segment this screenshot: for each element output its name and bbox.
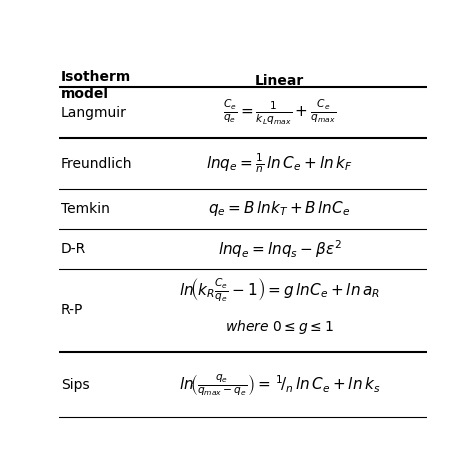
Text: Isotherm: Isotherm — [61, 70, 131, 84]
Text: $\mathit{where}\ 0 \leq g \leq 1$: $\mathit{where}\ 0 \leq g \leq 1$ — [225, 318, 334, 336]
Text: Freundlich: Freundlich — [61, 156, 133, 171]
Text: Sips: Sips — [61, 378, 90, 392]
Text: $\mathit{q_e = B\,lnk_T + B\,lnC_e}$: $\mathit{q_e = B\,lnk_T + B\,lnC_e}$ — [209, 199, 351, 219]
Text: Langmuir: Langmuir — [61, 106, 127, 120]
Text: Temkin: Temkin — [61, 202, 110, 216]
Text: $\mathit{ln}q_e = \mathit{ln}q_s - \beta\varepsilon^2$: $\mathit{ln}q_e = \mathit{ln}q_s - \beta… — [218, 238, 342, 260]
Text: Linear: Linear — [255, 74, 304, 88]
Text: $\mathit{ln}\!\left(\frac{q_e}{q_{max}-q_e}\right) = \,^{1}\!/_{n}\,\mathit{ln}\: $\mathit{ln}\!\left(\frac{q_e}{q_{max}-q… — [179, 372, 381, 398]
Text: R-P: R-P — [61, 303, 83, 317]
Text: $\mathit{ln}q_e = \frac{1}{n}\,\mathit{ln}\,C_e + \mathit{ln}\,k_F$: $\mathit{ln}q_e = \frac{1}{n}\,\mathit{l… — [206, 152, 353, 175]
Text: D-R: D-R — [61, 242, 86, 256]
Text: $\mathit{ln}\!\left(k_R\frac{C_e}{q_e} - 1\right) = g\,\mathit{ln}C_e + \mathit{: $\mathit{ln}\!\left(k_R\frac{C_e}{q_e} -… — [179, 277, 380, 304]
Text: model: model — [61, 87, 109, 101]
Text: $\frac{C_e}{q_e} = \frac{1}{k_L q_{max}} + \frac{C_e}{q_{max}}$: $\frac{C_e}{q_e} = \frac{1}{k_L q_{max}}… — [223, 98, 336, 128]
